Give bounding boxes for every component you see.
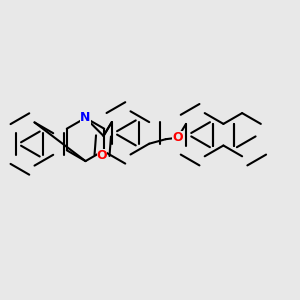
Text: N: N bbox=[80, 111, 91, 124]
Text: O: O bbox=[172, 131, 183, 144]
Text: O: O bbox=[97, 149, 107, 162]
